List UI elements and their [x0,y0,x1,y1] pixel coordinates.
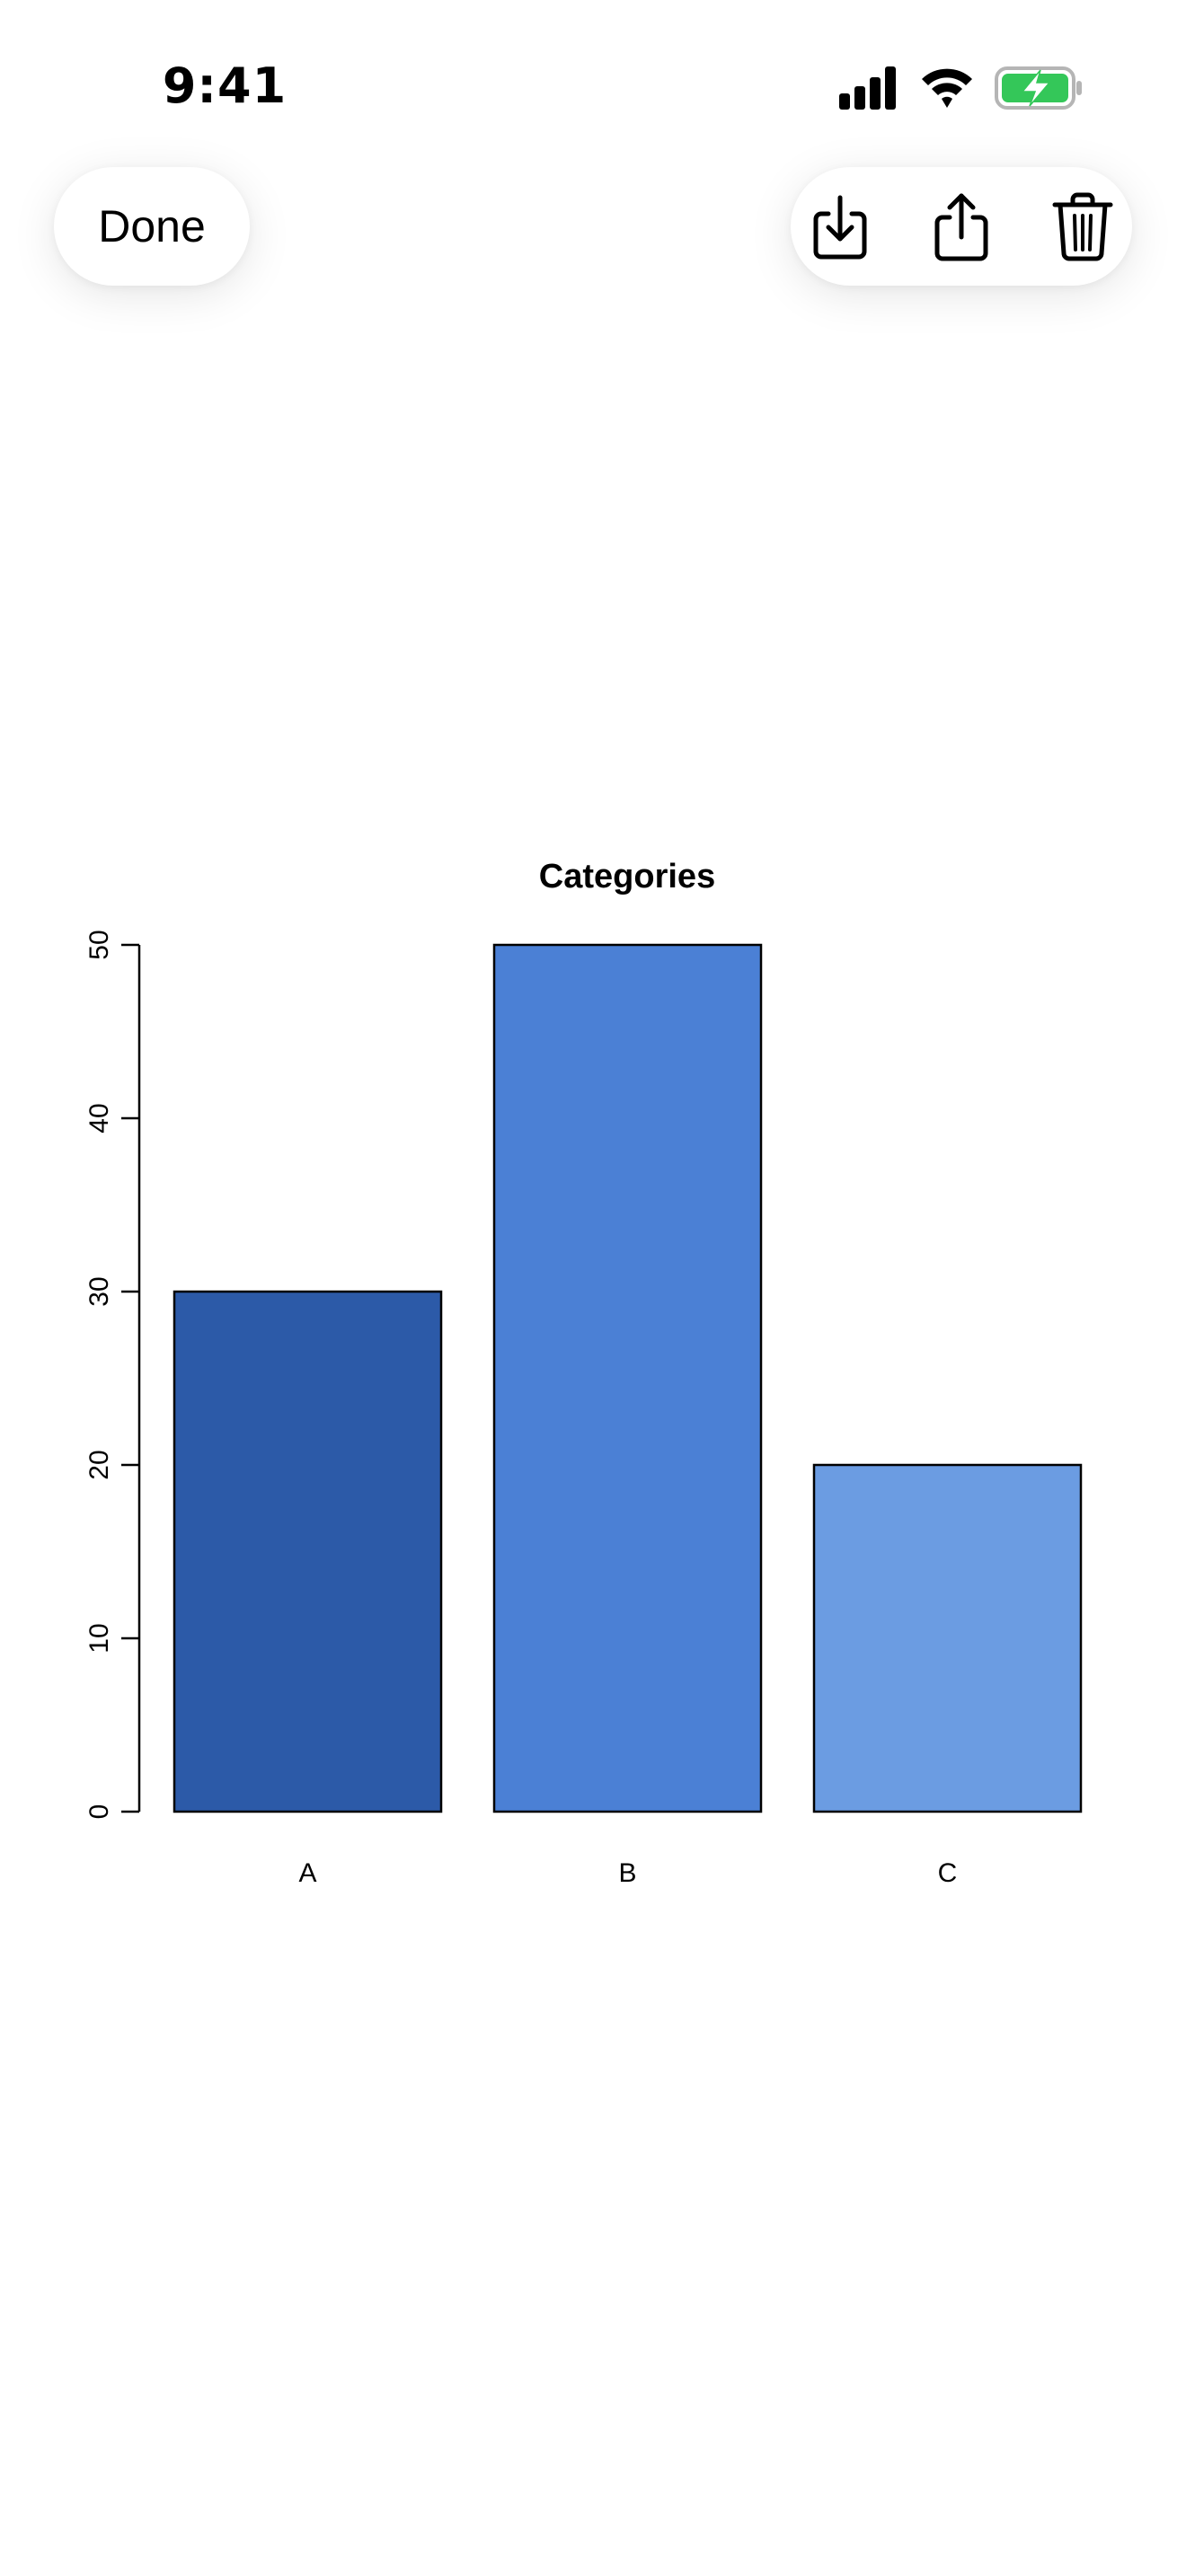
download-icon [813,195,867,260]
y-tick-label: 0 [84,1804,114,1820]
y-tick-label: 30 [84,1276,114,1306]
bar-chart: Categories 0 10 20 30 40 50 A B C [0,808,1186,1931]
y-tick-label: 40 [84,1103,114,1133]
x-tick-label-c: C [938,1858,958,1888]
y-tick-label: 20 [84,1450,114,1479]
bar-b [492,943,763,1813]
bar-c [812,1463,1083,1813]
download-button[interactable] [791,167,890,286]
battery-charging-icon [995,66,1082,110]
y-axis: 0 10 20 30 40 50 [84,930,141,1820]
status-bar: 9:41 [0,0,1186,171]
x-tick-label-a: A [298,1858,316,1888]
x-tick-label-b: B [618,1858,636,1888]
done-pill: Done [54,167,250,286]
bar-a [173,1290,443,1813]
done-button[interactable]: Done [54,167,250,286]
trash-icon [1052,192,1113,261]
cellular-signal-icon [839,66,896,110]
share-icon [934,193,988,261]
wifi-icon [922,68,972,108]
y-tick-label: 50 [84,930,114,959]
y-tick-label: 10 [84,1623,114,1653]
share-button[interactable] [912,167,1011,286]
bar-chart-svg: Categories 0 10 20 30 40 50 A B C [84,858,1083,1888]
status-icons [836,63,1087,113]
x-axis-labels: A B C [298,1858,957,1888]
actions-toolbar [791,167,1132,286]
bars [173,943,1083,1813]
status-time: 9:41 [162,57,288,114]
delete-button[interactable] [1033,167,1132,286]
chart-title: Categories [539,858,715,895]
